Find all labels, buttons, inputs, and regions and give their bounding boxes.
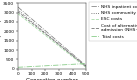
- Legend: NHS inpatient costs, NHS community costs, ESC costs, Cost of alternative communi: NHS inpatient costs, NHS community costs…: [89, 2, 137, 41]
- X-axis label: Generation number: Generation number: [26, 78, 78, 80]
- Y-axis label: Costs (£000): Costs (£000): [0, 19, 2, 53]
